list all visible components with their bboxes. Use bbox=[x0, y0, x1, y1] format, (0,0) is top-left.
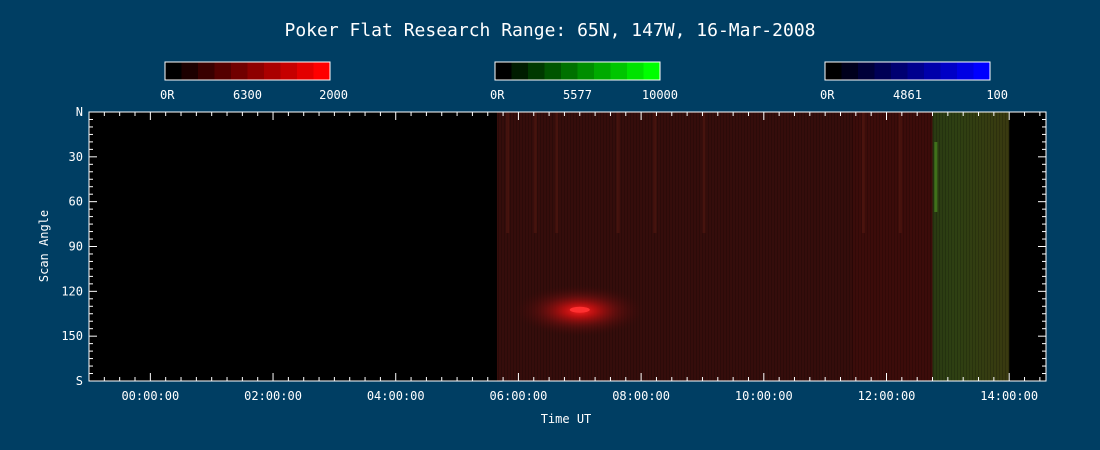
y-tick-label: 150 bbox=[61, 329, 83, 343]
colorbar-min-label: 0R bbox=[160, 88, 175, 102]
colorbar-step bbox=[511, 62, 529, 80]
colorbar-max-label: 2000 bbox=[319, 88, 348, 102]
x-tick-label: 04:00:00 bbox=[367, 389, 425, 403]
colorbar-frame bbox=[494, 61, 661, 81]
colorbar-step bbox=[297, 62, 314, 80]
aurora-streak bbox=[616, 112, 620, 234]
colorbar-frame bbox=[824, 61, 991, 81]
data-segment-texture bbox=[932, 112, 1010, 381]
colorbar-step bbox=[627, 62, 644, 80]
aurora-streak bbox=[533, 112, 537, 234]
colorbar-step bbox=[528, 62, 545, 80]
colorbar-step bbox=[825, 62, 842, 80]
colorbar-1: 0R 6300 2000 bbox=[160, 61, 348, 102]
chart-title: Poker Flat Research Range: 65N, 147W, 16… bbox=[284, 20, 815, 41]
colorbar-step bbox=[247, 62, 265, 80]
colorbar-max-label: 100 bbox=[986, 88, 1008, 102]
colorbar-step bbox=[610, 62, 628, 80]
colorbar-step bbox=[957, 62, 974, 80]
colorbar-step bbox=[891, 62, 908, 80]
x-tick-label: 00:00:00 bbox=[121, 389, 179, 403]
colorbar-3: 0R 4861 100 bbox=[820, 61, 1008, 102]
x-tick-label: 08:00:00 bbox=[612, 389, 670, 403]
colorbar-step bbox=[924, 62, 941, 80]
colorbar-step bbox=[940, 62, 958, 80]
y-tick-label: N bbox=[76, 105, 83, 119]
green-streak bbox=[934, 142, 938, 212]
aurora-bright-core bbox=[569, 306, 590, 313]
colorbar-step bbox=[264, 62, 281, 80]
colorbar-step bbox=[594, 62, 611, 80]
y-axis-label: Scan Angle bbox=[37, 210, 51, 282]
colorbar-step bbox=[577, 62, 595, 80]
y-tick-label: 120 bbox=[61, 284, 83, 298]
x-tick-label: 10:00:00 bbox=[735, 389, 793, 403]
data-segment-texture bbox=[852, 112, 933, 381]
colorbar-step bbox=[858, 62, 875, 80]
colorbar-step bbox=[181, 62, 199, 80]
colorbar-step bbox=[973, 62, 991, 80]
colorbar-step bbox=[280, 62, 298, 80]
colorbar-mid-label: 6300 bbox=[233, 88, 262, 102]
colorbar-step bbox=[231, 62, 248, 80]
aurora-streak bbox=[555, 112, 559, 234]
x-tick-label: 06:00:00 bbox=[490, 389, 548, 403]
x-tick-label: 12:00:00 bbox=[858, 389, 916, 403]
aurora-streaks bbox=[506, 112, 902, 234]
colorbar-step bbox=[643, 62, 661, 80]
y-tick-label: 60 bbox=[69, 195, 83, 209]
data-segment-texture bbox=[496, 112, 853, 381]
aurora-streak bbox=[702, 112, 706, 234]
colorbar-step bbox=[313, 62, 331, 80]
plot-area: N 30 60 90 120 150 S 00:00:00 02:00:00 04:00:00 06… bbox=[61, 105, 1047, 403]
y-tick-label: 90 bbox=[69, 240, 83, 254]
x-tick-label: 14:00:00 bbox=[980, 389, 1038, 403]
colorbar-2: 0R 5577 10000 bbox=[490, 61, 678, 102]
colorbar-min-label: 0R bbox=[490, 88, 505, 102]
colorbar-step bbox=[561, 62, 578, 80]
colorbar-mid-label: 4861 bbox=[893, 88, 922, 102]
aurora-streak bbox=[898, 112, 902, 234]
colorbar-step bbox=[495, 62, 512, 80]
colorbar-frame bbox=[164, 61, 331, 81]
colorbar-mid-label: 5577 bbox=[563, 88, 592, 102]
colorbar-step bbox=[165, 62, 182, 80]
colorbar-step bbox=[544, 62, 562, 80]
colorbar-step bbox=[907, 62, 925, 80]
aurora-streak bbox=[861, 112, 865, 234]
colorbar-legend: 0R 6300 2000 0R 5577 10000 0R 4861 100 bbox=[160, 61, 1008, 102]
x-axis-label: Time UT bbox=[541, 412, 592, 426]
aurora-streak bbox=[506, 112, 510, 234]
x-tick-label: 02:00:00 bbox=[244, 389, 302, 403]
colorbar-max-label: 10000 bbox=[642, 88, 678, 102]
colorbar-step bbox=[214, 62, 232, 80]
y-tick-label: S bbox=[76, 374, 83, 388]
aurora-streak bbox=[653, 112, 657, 234]
colorbar-step bbox=[841, 62, 859, 80]
y-tick-label: 30 bbox=[69, 150, 83, 164]
colorbar-min-label: 0R bbox=[820, 88, 835, 102]
colorbar-step bbox=[874, 62, 892, 80]
colorbar-step bbox=[198, 62, 215, 80]
